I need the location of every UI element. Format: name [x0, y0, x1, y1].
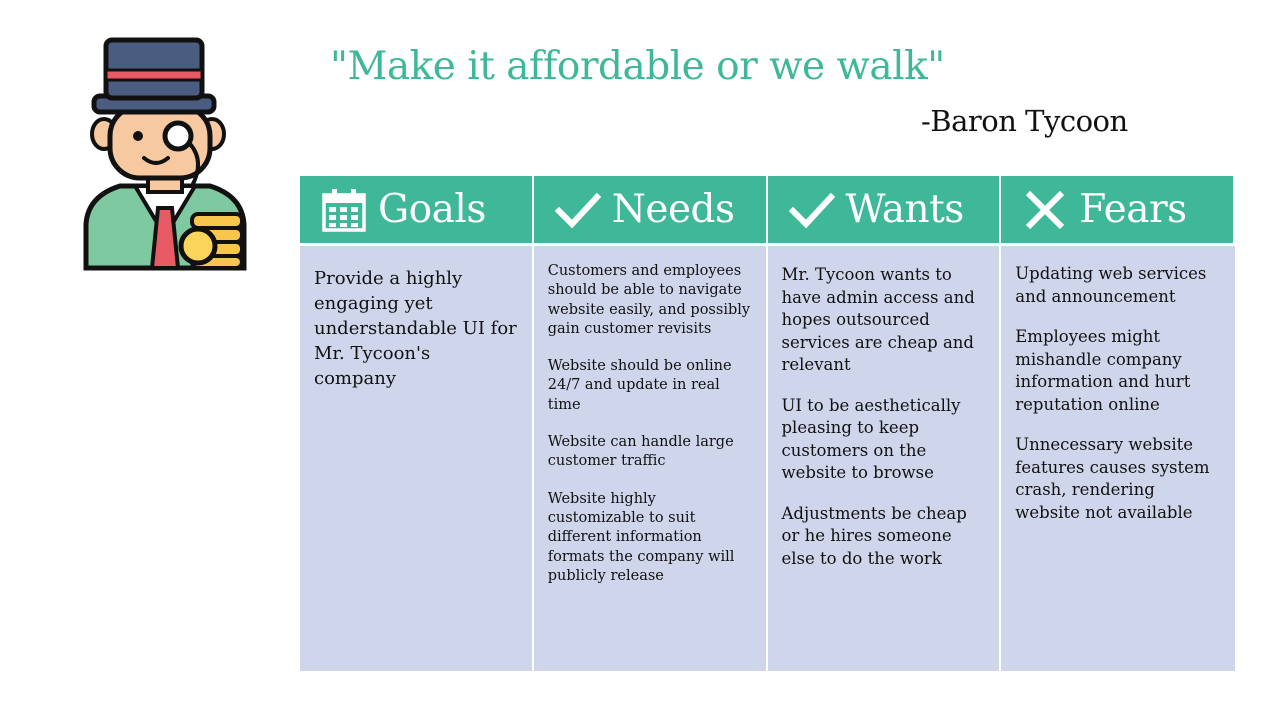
goals-body: Provide a highly engaging yet understand… — [300, 246, 534, 671]
wants-item: Adjustments be cheap or he hires someone… — [781, 503, 967, 568]
persona-quote: "Make it affordable or we walk" — [330, 44, 945, 89]
fears-item: Unnecessary website features causes syst… — [1015, 435, 1210, 522]
x-mark-icon — [1021, 186, 1069, 234]
goals-header: Goals — [300, 176, 534, 246]
checkmark-icon — [788, 186, 836, 234]
wants-title: Wants — [845, 187, 965, 232]
wants-item: Mr. Tycoon wants to have admin access an… — [781, 265, 975, 374]
needs-header: Needs — [533, 176, 768, 246]
needs-item: Website can handle large customer traffi… — [547, 434, 734, 470]
needs-body: Customers and employees should be able t… — [533, 246, 768, 671]
wants-header: Wants — [767, 176, 1002, 246]
fears-item: Employees might mishandle company inform… — [1015, 327, 1191, 414]
wants-item: UI to be aesthetically pleasing to keep … — [781, 395, 961, 483]
calendar-icon — [320, 186, 368, 234]
fears-body: Updating web services and announcement E… — [1001, 246, 1235, 671]
needs-title: Needs — [611, 187, 735, 232]
fears-header: Fears — [1001, 176, 1235, 246]
goals-title: Goals — [378, 187, 486, 232]
goals-item: Provide a highly engaging yet understand… — [314, 268, 517, 389]
quote-author: -Baron Tycoon — [921, 104, 1128, 138]
fears-title: Fears — [1079, 187, 1187, 232]
needs-item: Website highly customizable to suit diff… — [547, 490, 735, 584]
needs-item: Customers and employees should be able t… — [547, 263, 751, 337]
checkmark-icon — [554, 186, 602, 234]
wants-body: Mr. Tycoon wants to have admin access an… — [767, 246, 1002, 671]
needs-item: Website should be online 24/7 and update… — [547, 358, 732, 413]
fears-item: Updating web services and announcement — [1015, 264, 1207, 306]
persona-table: Goals Needs Wants Fears Provide a highly… — [300, 176, 1235, 671]
tycoon-avatar — [83, 37, 247, 271]
